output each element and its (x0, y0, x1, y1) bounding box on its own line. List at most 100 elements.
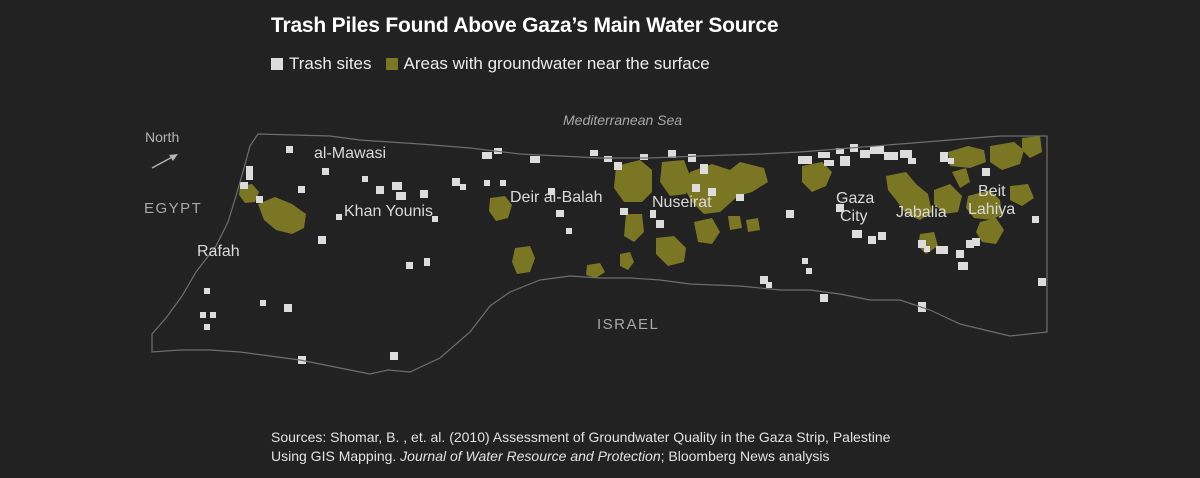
trash-site (656, 220, 664, 228)
trash-site (376, 186, 384, 194)
trash-site (204, 288, 210, 294)
trash-site (836, 204, 844, 212)
trash-sites (200, 144, 1046, 364)
trash-site (482, 152, 492, 159)
north-label: North (145, 129, 179, 145)
legend-item-trash: Trash sites (271, 54, 372, 74)
trash-site (936, 246, 948, 254)
groundwater-area (624, 214, 644, 242)
trash-site (1038, 278, 1046, 286)
trash-site (908, 158, 916, 164)
trash-site (548, 188, 555, 195)
trash-site (948, 158, 954, 164)
trash-site (590, 150, 598, 156)
north-arrow: North (145, 129, 179, 169)
sources-journal: Journal of Water Resource and Protection (400, 448, 661, 464)
city-label-khan-younis: Khan Younis (344, 203, 433, 220)
groundwater-area (684, 162, 768, 214)
groundwater-area (1010, 184, 1034, 206)
city-label-deir-al-balah: Deir al-Balah (510, 189, 602, 206)
groundwater-area (934, 184, 962, 214)
trash-site (836, 148, 844, 154)
trash-site (700, 164, 708, 174)
groundwater-areas (239, 136, 1042, 278)
city-label-gaza: Gaza (836, 190, 874, 207)
north-arrow-head (169, 154, 178, 161)
trash-site (736, 194, 744, 201)
trash-site (924, 246, 930, 252)
trash-site (708, 188, 716, 196)
groundwater-area (660, 160, 690, 196)
trash-site (390, 352, 398, 360)
trash-site (640, 154, 648, 160)
trash-site (246, 166, 253, 180)
trash-site (918, 240, 926, 248)
trash-site (500, 180, 506, 186)
trash-site (982, 168, 990, 176)
trash-site (204, 324, 210, 330)
trash-site (760, 276, 768, 284)
sources-citation: Using GIS Mapping. (271, 448, 401, 464)
sources-line-2: Using GIS Mapping. Journal of Water Reso… (271, 447, 971, 466)
trash-site (298, 186, 305, 193)
trash-site (852, 230, 862, 238)
trash-site (940, 152, 948, 162)
trash-site (406, 262, 413, 269)
trash-site (868, 236, 876, 244)
trash-site (958, 262, 968, 270)
trash-site (256, 196, 263, 203)
trash-site (860, 150, 870, 158)
city-label-jabalia: Jabalia (896, 204, 947, 221)
trash-site (972, 238, 980, 246)
sources-analysis: ; Bloomberg News analysis (660, 448, 830, 464)
trash-site (318, 236, 326, 244)
trash-site (614, 162, 622, 170)
trash-site (818, 152, 830, 158)
trash-site (692, 184, 700, 192)
groundwater-area (948, 146, 986, 168)
city-label-beit: Beit (978, 183, 1006, 200)
trash-site (460, 184, 466, 190)
trash-site (336, 214, 342, 220)
city-label-rafah: Rafah (197, 243, 240, 260)
groundwater-area (620, 252, 634, 270)
trash-site (424, 258, 430, 266)
legend-item-groundwater: Areas with groundwater near the surface (385, 54, 710, 74)
trash-site (392, 182, 402, 190)
city-label-nuseirat: Nuseirat (652, 194, 712, 211)
trash-site (322, 168, 329, 175)
groundwater-area (586, 263, 605, 278)
trash-site (688, 154, 696, 162)
groundwater-area (746, 218, 760, 232)
sources-line-1: Sources: Shomar, B. , et. al. (2010) Ass… (271, 429, 891, 445)
trash-site (484, 180, 490, 186)
groundwater-area (656, 236, 686, 266)
trash-site (798, 156, 812, 164)
trash-site (432, 216, 438, 222)
trash-site (286, 146, 293, 153)
gaza-border (151, 133, 1048, 375)
groundwater-area (802, 162, 832, 192)
legend-label-trash: Trash sites (289, 54, 372, 73)
egypt-label: EGYPT (144, 200, 202, 217)
trash-site (362, 176, 368, 182)
groundwater-area (918, 232, 938, 254)
groundwater-area (1022, 136, 1042, 158)
groundwater-area (489, 196, 512, 221)
trash-site (530, 156, 540, 163)
groundwater-area (512, 246, 535, 274)
groundwater-swatch (385, 58, 398, 70)
groundwater-area (258, 197, 306, 234)
trash-site (284, 304, 292, 312)
trash-site (766, 282, 772, 288)
trash-site (452, 178, 460, 186)
city-label-city: City (840, 208, 868, 225)
trash-site (556, 210, 564, 217)
trash-site (802, 258, 808, 264)
trash-swatch (271, 58, 283, 70)
groundwater-area (694, 218, 720, 244)
trash-site (240, 182, 248, 189)
groundwater-area (886, 172, 932, 220)
sources-note: Sources: Shomar, B. , et. al. (2010) Ass… (271, 428, 971, 466)
